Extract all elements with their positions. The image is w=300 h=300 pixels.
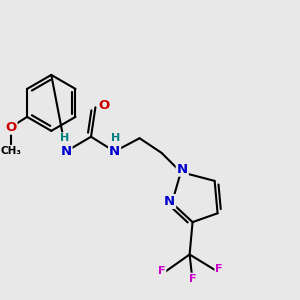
Text: F: F — [158, 266, 165, 276]
Text: N: N — [60, 145, 72, 158]
Text: H: H — [60, 133, 69, 143]
Text: F: F — [215, 264, 223, 274]
Text: H: H — [111, 133, 120, 143]
Text: CH₃: CH₃ — [0, 146, 21, 156]
Text: O: O — [99, 99, 110, 112]
Text: N: N — [164, 195, 175, 208]
Text: O: O — [5, 121, 16, 134]
Text: N: N — [177, 163, 188, 176]
Text: N: N — [109, 145, 120, 158]
Text: F: F — [189, 274, 196, 284]
